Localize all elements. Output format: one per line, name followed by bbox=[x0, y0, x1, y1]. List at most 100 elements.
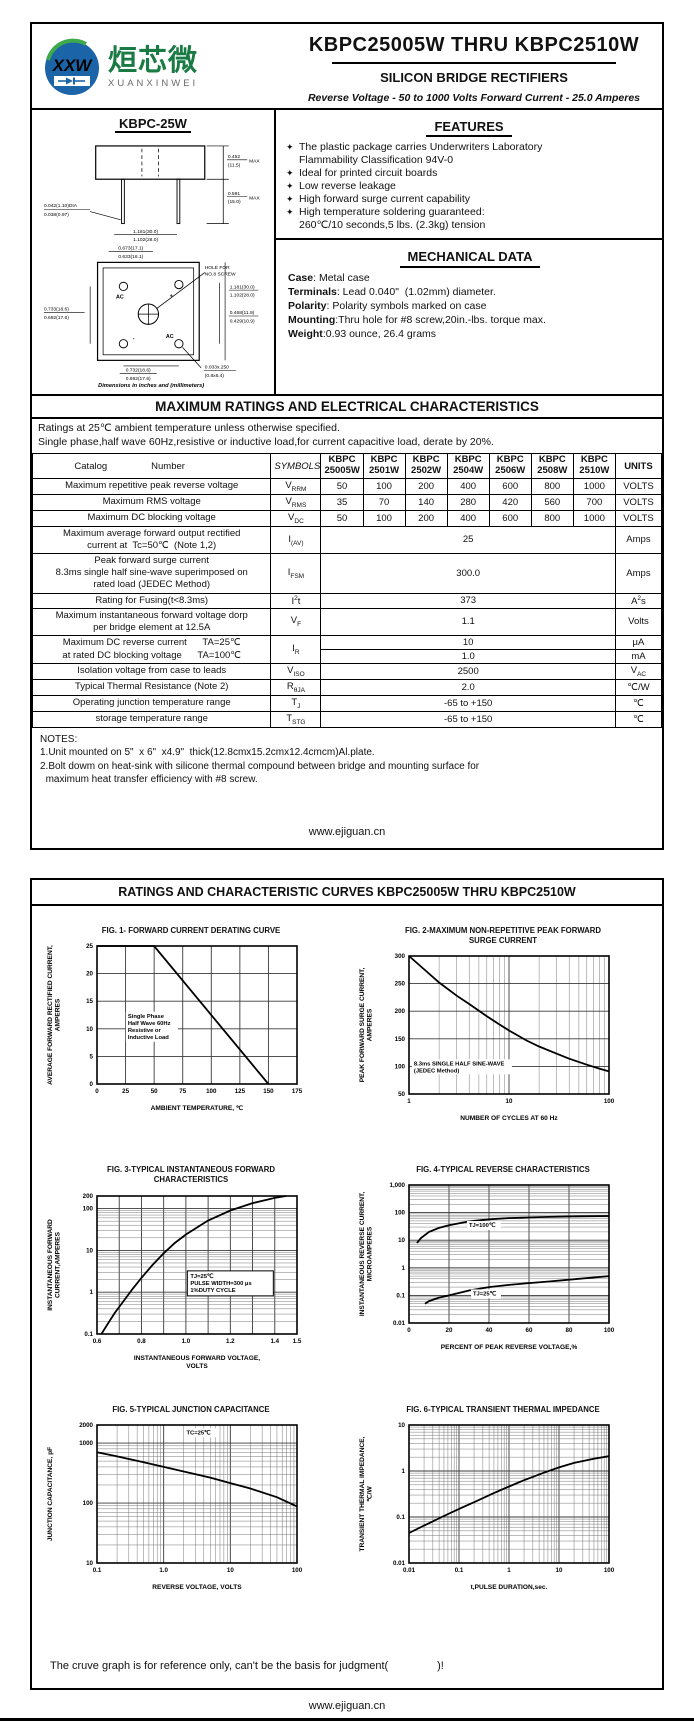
svg-text:5: 5 bbox=[90, 1054, 94, 1061]
svg-text:(15.0): (15.0) bbox=[228, 199, 241, 205]
param-cell: Typical Thermal Resistance (Note 2) bbox=[31, 678, 272, 696]
fig5-annotation: TC=25℃ bbox=[186, 1429, 211, 1436]
svg-text:1.102(28.0): 1.102(28.0) bbox=[133, 237, 158, 243]
part-column-header: KBPC 2501W bbox=[362, 453, 406, 480]
svg-text:150: 150 bbox=[263, 1088, 274, 1095]
svg-text:1.0: 1.0 bbox=[182, 1338, 191, 1345]
units-cell: Volts bbox=[614, 607, 663, 637]
symbol-cell: IR bbox=[270, 635, 322, 665]
svg-text:0: 0 bbox=[90, 1081, 94, 1088]
svg-text:0.1: 0.1 bbox=[455, 1567, 464, 1574]
value-cell: 100 bbox=[362, 509, 406, 527]
package-name: KBPC-25W bbox=[115, 116, 191, 133]
diode-icon bbox=[66, 77, 73, 85]
svg-text:150: 150 bbox=[395, 1036, 406, 1043]
fig3-figure: FIG. 3-TYPICAL INSTANTANEOUS FORWARD CHAR… bbox=[41, 1165, 341, 1384]
units-cell: Amps bbox=[614, 553, 663, 594]
svg-text:15: 15 bbox=[86, 998, 93, 1005]
fig3-curve-instantaneous-forward bbox=[100, 1194, 287, 1334]
param-cell: Maximum repetitive peak reverse voltage bbox=[31, 478, 272, 496]
doc-tagline: Reverse Voltage - 50 to 1000 Volts Forwa… bbox=[307, 92, 641, 104]
table-row: storage temperature range TSTG -65 to +150… bbox=[31, 710, 663, 728]
param-cell: Rating for Fusing(t<8.3ms) bbox=[31, 592, 272, 609]
value-cell: 35 bbox=[320, 494, 364, 511]
svg-text:0.8: 0.8 bbox=[137, 1338, 146, 1345]
bullet-arrow-icon: ✦ bbox=[286, 142, 294, 152]
mechanical-row: Polarity: Polarity symbols marked on cas… bbox=[288, 299, 487, 312]
mechanical-rows: Case: Metal case Terminals: Lead 0.040" (… bbox=[288, 272, 652, 341]
fig3-ylabel: INSTANTANEOUS FORWARDCURRENT,AMPERES bbox=[47, 1218, 62, 1310]
svg-text:200: 200 bbox=[395, 1008, 406, 1015]
svg-text:0.1: 0.1 bbox=[93, 1567, 102, 1574]
value-cell: 100 bbox=[362, 478, 406, 496]
svg-text:1,000: 1,000 bbox=[390, 1182, 406, 1189]
svg-text:300: 300 bbox=[395, 953, 406, 960]
value-cell: 280 bbox=[446, 494, 490, 511]
svg-text:(0.8x6.4): (0.8x6.4) bbox=[205, 373, 225, 379]
brand-name-cn: 烜芯微 bbox=[108, 45, 199, 77]
logo: XXW 烜芯微 XUANXINWEI bbox=[32, 24, 286, 108]
value-cell: 600 bbox=[488, 509, 532, 527]
fig4-plot: TJ=100℃ TJ=25℃ 0 20 40 60 80 100 0.01 0.1 1 10 100 1,… bbox=[359, 1182, 615, 1351]
svg-text:10: 10 bbox=[227, 1567, 234, 1574]
mechanical-heading: MECHANICAL DATA bbox=[399, 248, 541, 269]
svg-text:100: 100 bbox=[395, 1210, 406, 1217]
table-row: Rating for Fusing(t<8.3ms) I2t 373 A2s bbox=[31, 592, 663, 609]
table-row: Maximum DC reverse current TA=25℃ at rate… bbox=[31, 635, 663, 665]
fig6-xlabel: t,PULSE DURATION,sec. bbox=[471, 1584, 548, 1591]
value-cell: 300.0 bbox=[320, 553, 616, 594]
svg-text:0: 0 bbox=[407, 1327, 411, 1334]
fig5-title: FIG. 5-TYPICAL JUNCTION CAPACITANCE bbox=[112, 1404, 270, 1414]
units-header: UNITS bbox=[614, 453, 663, 480]
svg-text:0.692(17.6): 0.692(17.6) bbox=[44, 315, 69, 321]
svg-text:40: 40 bbox=[486, 1327, 493, 1334]
fig1-annotation: Single Phase Half Wave 60Hz Resistive or In… bbox=[128, 1014, 171, 1041]
param-cell: Maximum DC blocking voltage bbox=[31, 509, 272, 527]
part-column-header: KBPC 2504W bbox=[446, 453, 490, 480]
value-cell: 800 bbox=[530, 509, 574, 527]
symbol-cell: I(AV) bbox=[270, 525, 322, 555]
svg-text:80: 80 bbox=[566, 1327, 573, 1334]
svg-text:1: 1 bbox=[407, 1098, 411, 1105]
fig6-plot: 0.01 0.1 1 10 100 0.01 0.1 1 10 t,PULSE DURATION,… bbox=[359, 1422, 615, 1591]
svg-text:10: 10 bbox=[86, 1247, 93, 1254]
symbol-cell: IFSM bbox=[270, 553, 322, 594]
fig2-figure: FIG. 2-MAXIMUM NON-REPETITIVE PEAK FORWA… bbox=[353, 926, 653, 1145]
svg-text:50: 50 bbox=[398, 1091, 405, 1098]
symbol-cell: I2t bbox=[270, 592, 322, 609]
fig2-ylabel: PEAK FORWARD SURGE CURRENT,AMPERES bbox=[359, 968, 374, 1083]
units-cell: ℃ bbox=[614, 710, 663, 728]
svg-text:1.5: 1.5 bbox=[293, 1338, 302, 1345]
value-cell: 200 bbox=[404, 478, 448, 496]
value-cell: 420 bbox=[488, 494, 532, 511]
brand-name-en: XUANXINWEI bbox=[108, 78, 199, 89]
fig4-curve-TJ=25℃ bbox=[424, 1275, 610, 1305]
fig6-figure: FIG. 6-TYPICAL TRANSIENT THERMAL IMPEDAN… bbox=[353, 1405, 653, 1614]
svg-text:1.2: 1.2 bbox=[226, 1338, 235, 1345]
svg-text:0.01: 0.01 bbox=[393, 1560, 406, 1567]
logo-mark-icon: XXW bbox=[45, 38, 99, 95]
fig2-curve-peak-surge-current bbox=[408, 955, 610, 1073]
svg-text:0.01: 0.01 bbox=[403, 1567, 416, 1574]
table-row: Maximum RMS voltage VRMS 35 70 140 280 420 560 7… bbox=[31, 494, 663, 511]
table-row: Maximum instantaneous forward voltage do… bbox=[31, 607, 663, 637]
feature-item: ✦ The plastic package carries Underwriter… bbox=[286, 141, 543, 167]
note-line: maximum heat transfer efficiency with #8… bbox=[40, 774, 258, 786]
svg-text:MAX: MAX bbox=[249, 196, 260, 202]
svg-text:1.4: 1.4 bbox=[270, 1338, 279, 1345]
svg-text:0.692(17.6): 0.692(17.6) bbox=[126, 376, 151, 382]
page2-footer-url: www.ejiguan.cn bbox=[308, 1700, 386, 1712]
value-cell: 400 bbox=[446, 509, 490, 527]
bullet-arrow-icon: ✦ bbox=[286, 181, 294, 192]
datasheet-page-1: XXW 烜芯微 XUANXINWEI KBPC25005W THRU KBPC2… bbox=[30, 22, 664, 850]
fig4-annotation: TJ=100℃ bbox=[469, 1222, 496, 1229]
figures-grid: FIG. 1- FORWARD CURRENT DERATING CURVE Si… bbox=[32, 906, 662, 1614]
ratings-table: Catalog Number SYMBOLS KBPC 25005W KBPC 2501W K… bbox=[31, 453, 663, 728]
title-divider bbox=[332, 62, 616, 64]
units-cell: Amps bbox=[614, 525, 663, 555]
value-cell: 1.0 bbox=[320, 649, 616, 665]
value-cell: 700 bbox=[572, 494, 616, 511]
fig1-title: FIG. 1- FORWARD CURRENT DERATING CURVE bbox=[101, 926, 281, 935]
svg-text:0.1: 0.1 bbox=[84, 1331, 93, 1338]
symbol-cell: VRRM bbox=[270, 478, 322, 496]
